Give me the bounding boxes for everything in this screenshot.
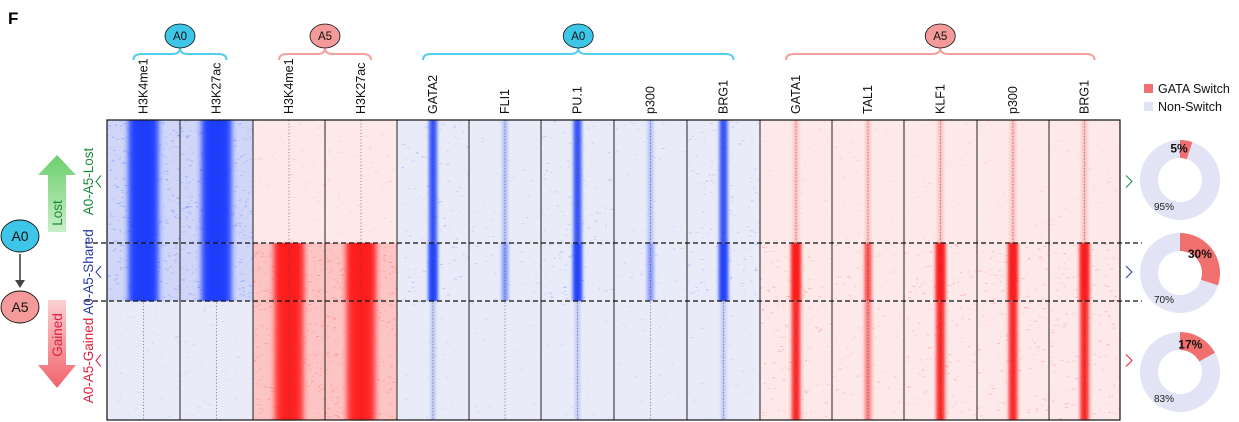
state-a5-circle: A5 xyxy=(0,290,40,324)
svg-text:GATA Switch: GATA Switch xyxy=(1158,82,1230,96)
svg-text:A0: A0 xyxy=(11,228,28,244)
column-label: GATA2 xyxy=(426,75,440,114)
group-label: A0 xyxy=(571,31,585,43)
donut-nonswitch-label: 83% xyxy=(1154,394,1174,405)
donut-chart: 5% 95% xyxy=(1140,140,1220,220)
donut-switch-label: 5% xyxy=(1170,141,1188,155)
heatmap-column xyxy=(324,120,400,420)
row-group-labels: A0-A5-Lost A0-A5-Shared A0-A5-Gained xyxy=(81,147,1133,404)
heatmap-column xyxy=(831,120,907,420)
svg-text:A5: A5 xyxy=(11,299,28,315)
donut-nonswitch-slice xyxy=(1139,233,1219,314)
lost-arrow xyxy=(38,155,76,232)
heatmap-column xyxy=(613,120,689,420)
column-label: KLF1 xyxy=(934,84,948,114)
gained-label: Gained xyxy=(50,313,65,357)
heatmap-column xyxy=(686,120,763,420)
donut-chart: 17% 83% xyxy=(1140,332,1220,412)
group-label: A0 xyxy=(173,31,187,43)
column-label: p300 xyxy=(1006,86,1020,114)
svg-text:Non-Switch: Non-Switch xyxy=(1158,100,1222,114)
column-label: H3K4me1 xyxy=(282,58,296,114)
column-label: GATA1 xyxy=(789,75,803,114)
heatmap-column xyxy=(106,120,183,420)
heatmap-column xyxy=(396,120,473,420)
donut-switch-label: 17% xyxy=(1178,337,1202,351)
donut-nonswitch-slice xyxy=(1140,140,1220,220)
group-header: A0 xyxy=(132,23,228,61)
group-headers: A0 A5 A0 A5 xyxy=(132,23,1096,61)
column-label: BRG1 xyxy=(1078,80,1092,114)
heatmap-column xyxy=(540,120,617,420)
heatmap-column xyxy=(1048,120,1123,421)
column-label: BRG1 xyxy=(717,80,731,114)
donut-nonswitch-label: 95% xyxy=(1154,202,1174,213)
group-header: A5 xyxy=(278,23,372,61)
heatmap-column xyxy=(759,120,836,420)
row-group-label: A0-A5-Gained xyxy=(81,318,96,404)
group-header: A5 xyxy=(785,23,1096,61)
legend-item: Non-Switch xyxy=(1144,100,1222,114)
heatmap-column xyxy=(252,120,329,421)
group-label: A5 xyxy=(318,31,332,43)
heatmap xyxy=(85,119,1142,421)
column-label: PU.1 xyxy=(571,86,585,114)
row-group-label: A0-A5-Shared xyxy=(81,229,96,315)
donut-charts: 5% 95% 30% 70% 17% 83% xyxy=(1139,140,1220,412)
group-header: A0 xyxy=(422,23,735,61)
donut-switch-slice xyxy=(1180,332,1216,362)
column-label: TAL1 xyxy=(861,85,875,114)
column-label: FLI1 xyxy=(498,89,512,114)
donut-nonswitch-label: 70% xyxy=(1154,295,1174,306)
group-label: A5 xyxy=(933,31,947,43)
column-label: H3K27ac xyxy=(210,63,224,114)
legend: GATA Switch Non-Switch xyxy=(1144,82,1230,114)
donut-chart: 30% 70% xyxy=(1139,233,1220,314)
state-a0-circle: A0 xyxy=(0,219,40,253)
heatmap-column xyxy=(468,120,543,420)
donut-switch-slice xyxy=(1180,140,1193,160)
panel-label: F xyxy=(8,9,18,28)
row-group-label: A0-A5-Lost xyxy=(81,147,96,215)
column-label: H3K27ac xyxy=(354,63,368,114)
column-labels: H3K4me1 H3K27ac H3K4me1 H3K27ac GATA2 FLI1 PU.… xyxy=(137,58,1092,114)
column-label: H3K4me1 xyxy=(137,58,151,114)
donut-switch-label: 30% xyxy=(1188,247,1212,261)
column-label: p300 xyxy=(644,86,658,114)
legend-item: GATA Switch xyxy=(1144,82,1230,96)
heatmap-column xyxy=(903,120,980,421)
heatmap-column xyxy=(179,120,255,421)
donut-nonswitch-slice xyxy=(1140,332,1220,412)
transition-diagram: A0 A5 Lost Gained xyxy=(0,155,76,388)
gained-arrow xyxy=(38,300,76,388)
donut-switch-slice xyxy=(1180,233,1220,286)
heatmap-column xyxy=(976,120,1051,420)
lost-label: Lost xyxy=(50,200,65,226)
